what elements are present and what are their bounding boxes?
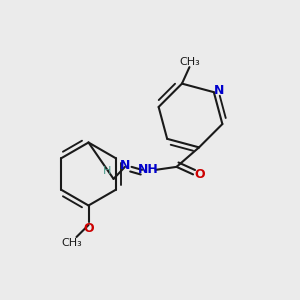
Text: O: O [83,222,94,235]
Text: NH: NH [138,164,158,176]
Text: N: N [120,160,130,172]
Text: CH₃: CH₃ [179,57,200,67]
Text: CH₃: CH₃ [61,238,82,248]
Text: N: N [214,84,224,97]
Text: O: O [194,168,205,181]
Text: H: H [103,167,112,176]
